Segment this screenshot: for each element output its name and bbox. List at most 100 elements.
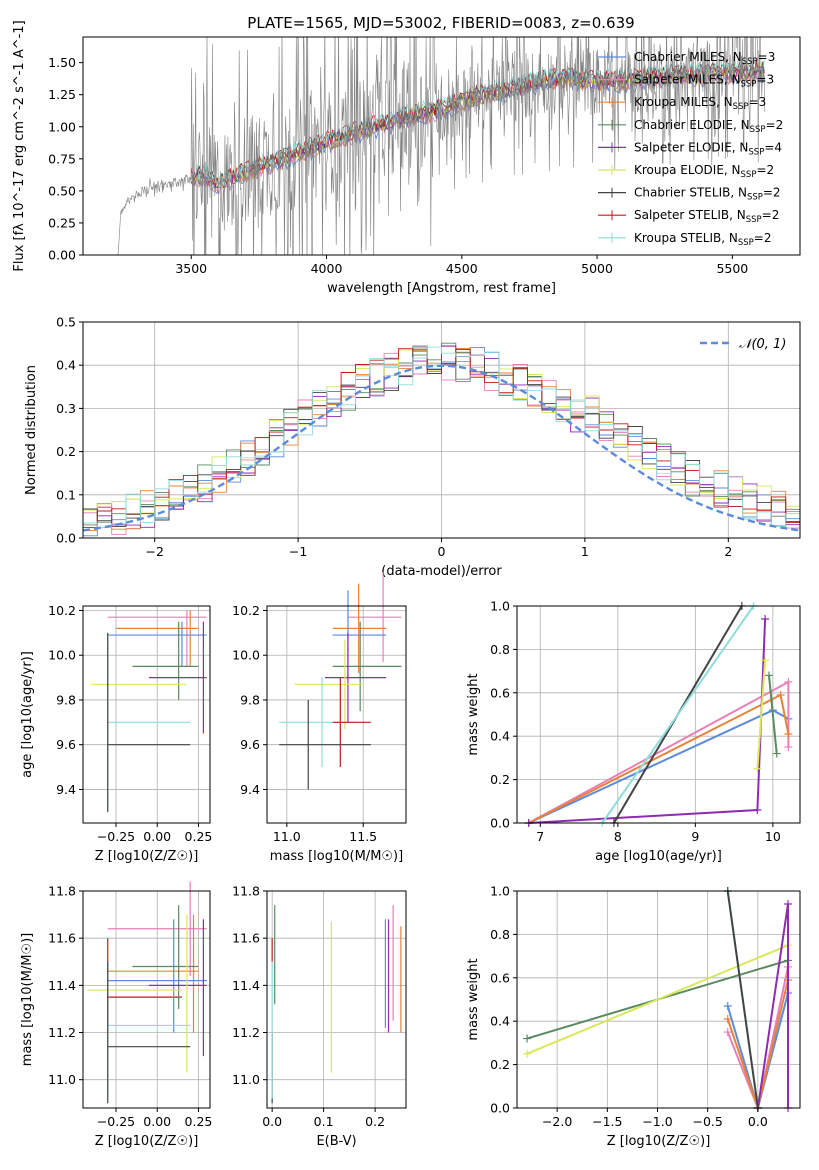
y-tick-label: 0.2 bbox=[490, 1057, 510, 1072]
x-tick-label: 2 bbox=[724, 544, 732, 559]
mass-weight-marker bbox=[764, 671, 773, 680]
y-tick-label: 0.4 bbox=[490, 1014, 510, 1029]
mass-weight-marker bbox=[761, 656, 770, 665]
y-tick-label: 9.8 bbox=[56, 692, 76, 707]
y-tick-label: 1.0 bbox=[490, 599, 510, 614]
mass-weight-marker bbox=[761, 615, 770, 624]
x-axis-label: Z [log10(Z/Z☉)] bbox=[95, 849, 199, 864]
axes-frame bbox=[266, 890, 407, 1109]
age-vs-mass-panel: 11.0 11.5 9.4 9.6 9.8 10.0 10.2 mass [log10(M/M… bbox=[232, 572, 407, 864]
x-axis-label: age [log10(age/yr)] bbox=[595, 849, 722, 864]
y-tick-label: 11.0 bbox=[232, 1072, 260, 1087]
x-tick-label: 0.00 bbox=[143, 1114, 171, 1129]
spectrum-lines bbox=[104, 37, 766, 255]
x-axis-label: mass [log10(M/M☉)] bbox=[270, 849, 403, 864]
x-tick-label: 0.0 bbox=[748, 1114, 768, 1129]
observed-spectrum-line bbox=[104, 37, 766, 255]
y-tick-label: 0.0 bbox=[490, 816, 510, 831]
legend-label: Kroupa MILES, NSSP=3 bbox=[634, 95, 766, 112]
y-tick-label: 0.4 bbox=[490, 729, 510, 744]
mass-weight-line bbox=[528, 693, 790, 824]
mass-weight-marker bbox=[523, 1049, 532, 1058]
mass-weight-marker bbox=[783, 900, 792, 909]
mass-weight-line bbox=[768, 675, 778, 754]
y-tick-label: 9.4 bbox=[240, 782, 260, 797]
x-tick-label: 1 bbox=[581, 544, 589, 559]
y-tick-label: 0.0 bbox=[490, 1101, 510, 1116]
legend: Chabrier MILES, NSSP=3 Salpeter MILES, NS… bbox=[598, 50, 783, 248]
mass-weight-line bbox=[526, 944, 789, 1055]
mass-weight-marker bbox=[723, 1015, 732, 1024]
axes-frame bbox=[516, 890, 801, 1109]
legend-label: Chabrier ELODIE, NSSP=2 bbox=[634, 118, 783, 135]
x-axis-label: Z [log10(Z/Z☉)] bbox=[607, 1134, 711, 1149]
y-tick-label: 0.8 bbox=[490, 927, 510, 942]
y-tick-label: 9.6 bbox=[240, 737, 260, 752]
age-vs-metallicity-panel: −0.25 0.00 0.25 9.4 9.6 9.8 10.0 10.2 Z [log10(Z… bbox=[20, 603, 212, 864]
y-tick-label: 9.4 bbox=[56, 782, 76, 797]
axes-frame bbox=[266, 605, 407, 824]
y-tick-label: 0.1 bbox=[56, 487, 76, 502]
y-tick-label: 11.6 bbox=[48, 931, 76, 946]
mass-vs-ebv-panel: 0.0 0.1 0.2 11.0 11.2 11.4 11.6 11.8 E(B-V) bbox=[232, 884, 407, 1149]
y-tick-label: 9.8 bbox=[240, 692, 260, 707]
legend-label: 𝒩(0, 1) bbox=[739, 337, 786, 352]
mass-weight-marker bbox=[753, 805, 762, 814]
legend-label: Chabrier MILES, NSSP=3 bbox=[634, 50, 775, 67]
y-tick-label: 11.2 bbox=[232, 1025, 260, 1040]
mass-weight-marker bbox=[784, 730, 793, 739]
legend-label: Salpeter MILES, NSSP=3 bbox=[634, 73, 774, 90]
x-tick-label: −1.5 bbox=[592, 1114, 622, 1129]
legend-label: Kroupa STELIB, NSSP=2 bbox=[634, 231, 772, 248]
y-tick-label: 0.6 bbox=[490, 970, 510, 985]
axes-frame bbox=[82, 605, 211, 824]
x-tick-label: −0.25 bbox=[97, 1114, 135, 1129]
mass-weight-vs-age-panel: 7 8 9 10 0.0 0.2 0.4 0.6 0.8 1.0 age [log10(age/yr… bbox=[466, 599, 801, 864]
y-tick-label: 10.0 bbox=[48, 648, 76, 663]
y-tick-label: 9.6 bbox=[56, 737, 76, 752]
spectrum-panel: 3500 4000 4500 5000 5500 0.00 0.25 0.50 0.75 1.00… bbox=[12, 20, 801, 296]
y-tick-label: 1.25 bbox=[48, 87, 76, 102]
histogram-step bbox=[83, 348, 800, 538]
x-axis-label: wavelength [Angstrom, rest frame] bbox=[327, 281, 556, 296]
x-tick-label: −2 bbox=[145, 544, 163, 559]
histogram-step bbox=[83, 346, 800, 538]
y-tick-label: 0.25 bbox=[48, 215, 76, 230]
mass-weight-marker bbox=[523, 1034, 532, 1043]
x-tick-label: 4000 bbox=[311, 261, 343, 276]
x-tick-label: −0.25 bbox=[97, 829, 135, 844]
x-tick-label: 0.1 bbox=[314, 1114, 334, 1129]
x-tick-label: −1.0 bbox=[642, 1114, 672, 1129]
y-axis-label: Flux [fλ 10^-17 erg cm^-2 s^-1 A^-1] bbox=[12, 20, 27, 271]
y-tick-label: 11.4 bbox=[232, 978, 260, 993]
x-tick-label: 3500 bbox=[175, 261, 207, 276]
y-tick-label: 10.0 bbox=[232, 648, 260, 663]
y-tick-label: 0.50 bbox=[48, 183, 76, 198]
mass-weight-line bbox=[528, 680, 790, 824]
y-axis-label: mass weight bbox=[466, 673, 481, 755]
x-tick-label: 0.2 bbox=[365, 1114, 385, 1129]
y-tick-label: 10.2 bbox=[48, 603, 76, 618]
x-tick-label: 0 bbox=[438, 544, 446, 559]
mass-weight-vs-metallicity-panel: −2.0 −1.5 −1.0 −0.5 0.0 0.0 0.2 0.4 0.6 0.8 1.0 Z [… bbox=[466, 884, 801, 1149]
y-tick-label: 11.4 bbox=[48, 978, 76, 993]
y-tick-label: 0.2 bbox=[56, 444, 76, 459]
y-axis-label: Normed distribution bbox=[24, 365, 39, 495]
y-tick-label: 0.0 bbox=[56, 531, 76, 546]
x-tick-label: 0.25 bbox=[185, 1114, 213, 1129]
y-tick-label: 0.8 bbox=[490, 642, 510, 657]
y-tick-label: 0.5 bbox=[56, 315, 76, 330]
x-tick-label: 0.25 bbox=[185, 829, 213, 844]
normal-curve bbox=[83, 364, 800, 532]
y-tick-label: 0.4 bbox=[56, 358, 76, 373]
y-tick-label: 1.50 bbox=[48, 55, 76, 70]
mass-weight-line bbox=[528, 709, 789, 824]
x-tick-label: 11.0 bbox=[273, 829, 301, 844]
y-tick-label: 0.75 bbox=[48, 151, 76, 166]
x-tick-label: −0.5 bbox=[692, 1114, 722, 1129]
x-tick-label: 11.5 bbox=[349, 829, 377, 844]
x-axis-label: Z [log10(Z/Z☉)] bbox=[95, 1134, 199, 1149]
legend-label: Chabrier STELIB, NSSP=2 bbox=[634, 186, 781, 203]
y-tick-label: 11.8 bbox=[232, 884, 260, 899]
